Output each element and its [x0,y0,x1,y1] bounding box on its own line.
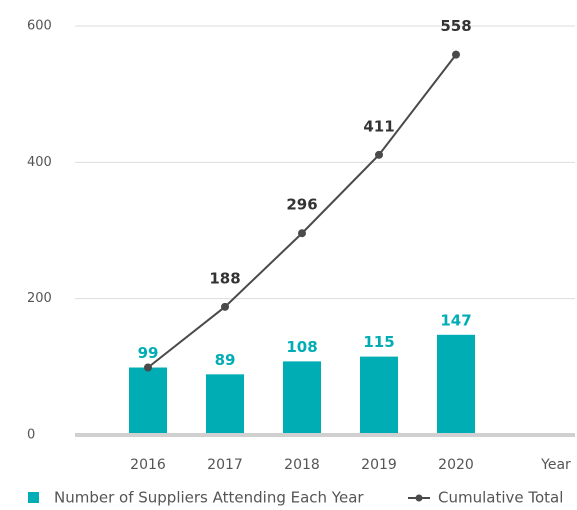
bar [129,367,167,435]
legend-label: Cumulative Total [438,489,563,507]
line-point [375,150,383,159]
line-value-label: 188 [209,269,240,287]
line-value-label: 296 [286,196,317,214]
bar-value-label: 147 [440,311,471,329]
bar [437,334,475,435]
x-tick-label: 2019 [361,457,397,473]
x-tick-label: 2018 [284,457,320,473]
legend-swatch [28,492,39,503]
bar-value-label: 89 [215,351,236,369]
x-axis-label: Year [540,457,571,473]
bar-value-label: 99 [138,344,159,362]
line-point [298,229,306,238]
y-tick-label: 200 [27,291,52,306]
x-tick-label: 2017 [207,457,243,473]
line-point [221,302,229,311]
line-point [144,363,152,372]
y-tick-label: 600 [27,19,52,34]
bar [206,374,244,435]
y-tick-label: 400 [27,155,52,170]
x-tick-label: 2016 [130,457,166,473]
line-point [452,50,460,59]
bar [360,356,398,435]
bar-value-label: 108 [286,338,317,356]
bar-value-label: 115 [363,333,394,351]
line-value-label: 411 [363,117,394,135]
line-value-label: 558 [440,17,471,35]
y-tick-label: 0 [27,428,35,443]
legend-dot [415,494,423,502]
bar [283,361,321,435]
x-tick-label: 2020 [438,457,474,473]
legend-label: Number of Suppliers Attending Each Year [54,489,364,507]
